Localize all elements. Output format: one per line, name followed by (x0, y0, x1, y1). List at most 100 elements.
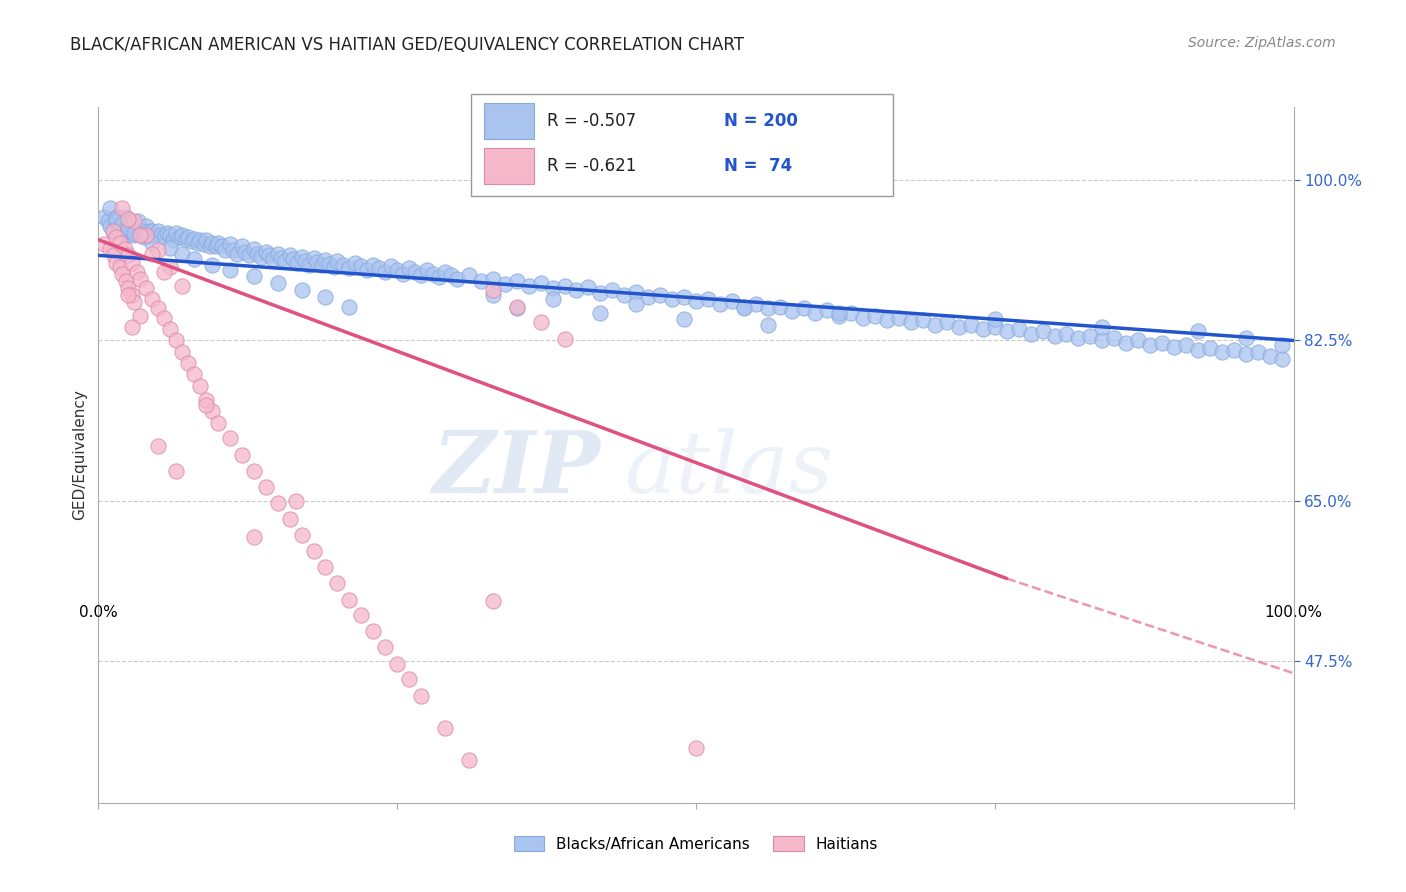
Point (554, 332, 576, 346)
Point (865, 309, 887, 323)
Point (129, 228, 152, 243)
Point (972, 321, 994, 335)
Point (284, 493, 307, 508)
Point (291, 250, 314, 264)
Point (183, 252, 205, 266)
Point (93, 237, 115, 252)
Point (141, 246, 163, 260)
Point (804, 306, 827, 320)
Point (1223, 343, 1246, 357)
Point (124, 227, 146, 241)
Point (111, 217, 134, 231)
Point (246, 246, 269, 260)
Point (374, 640, 396, 655)
Point (219, 237, 242, 252)
Point (385, 657, 409, 671)
Point (1152, 336, 1174, 351)
Point (626, 285, 648, 299)
Point (1234, 347, 1257, 361)
Point (159, 321, 181, 335)
Point (530, 315, 553, 329)
Legend: Blacks/African Americans, Haitians: Blacks/African Americans, Haitians (508, 830, 884, 858)
Point (517, 278, 540, 293)
Point (470, 274, 492, 288)
Point (138, 224, 160, 238)
Point (259, 248, 281, 262)
FancyBboxPatch shape (484, 103, 534, 139)
Point (105, 214, 128, 228)
Text: R = -0.621: R = -0.621 (547, 157, 637, 175)
Point (984, 312, 1007, 326)
Point (339, 261, 361, 276)
Point (494, 277, 516, 291)
Point (780, 304, 803, 318)
Point (108, 224, 131, 238)
FancyBboxPatch shape (471, 94, 893, 196)
Point (392, 267, 415, 281)
Point (135, 281, 157, 295)
Point (1199, 341, 1222, 355)
Point (243, 269, 266, 284)
Point (153, 310, 176, 325)
Point (589, 285, 612, 300)
Point (984, 319, 1007, 334)
Point (911, 313, 934, 327)
FancyBboxPatch shape (484, 148, 534, 184)
Point (756, 318, 779, 332)
Point (1187, 324, 1209, 338)
Point (697, 293, 720, 307)
Point (243, 530, 266, 544)
Point (1032, 324, 1054, 338)
Point (332, 258, 354, 272)
Point (172, 246, 194, 260)
Point (363, 258, 385, 272)
Point (339, 592, 361, 607)
Point (108, 235, 131, 250)
Point (169, 230, 191, 244)
Point (315, 252, 337, 267)
Point (1115, 336, 1137, 351)
Point (1175, 338, 1198, 352)
Point (231, 239, 253, 253)
Point (1163, 340, 1185, 354)
Point (350, 260, 373, 274)
Point (852, 310, 875, 325)
Point (1271, 351, 1294, 366)
Point (211, 239, 233, 253)
Point (97, 214, 120, 228)
Point (117, 220, 139, 235)
Point (339, 300, 361, 314)
Point (318, 257, 340, 271)
Point (285, 255, 308, 269)
Text: Source: ZipAtlas.com: Source: ZipAtlas.com (1188, 36, 1336, 50)
Point (267, 495, 290, 509)
Point (1258, 349, 1281, 363)
Point (198, 239, 221, 253)
Point (243, 242, 266, 256)
Point (661, 293, 683, 307)
Point (995, 324, 1018, 338)
Point (172, 278, 194, 293)
Point (108, 260, 131, 275)
Text: atlas: atlas (624, 427, 834, 510)
Point (350, 608, 373, 623)
Point (149, 228, 172, 243)
Point (125, 265, 148, 279)
Point (302, 251, 325, 265)
Point (960, 318, 983, 332)
Point (440, 268, 463, 283)
Point (326, 253, 349, 268)
Point (262, 252, 284, 266)
Point (541, 293, 564, 307)
Point (148, 301, 170, 316)
Point (481, 283, 505, 297)
Point (1128, 334, 1150, 348)
Point (153, 265, 176, 279)
Point (404, 265, 426, 279)
Point (143, 228, 166, 243)
Text: N = 200: N = 200 (724, 112, 799, 130)
Point (117, 211, 139, 226)
Point (458, 268, 481, 283)
Point (250, 250, 273, 264)
Point (446, 272, 468, 286)
